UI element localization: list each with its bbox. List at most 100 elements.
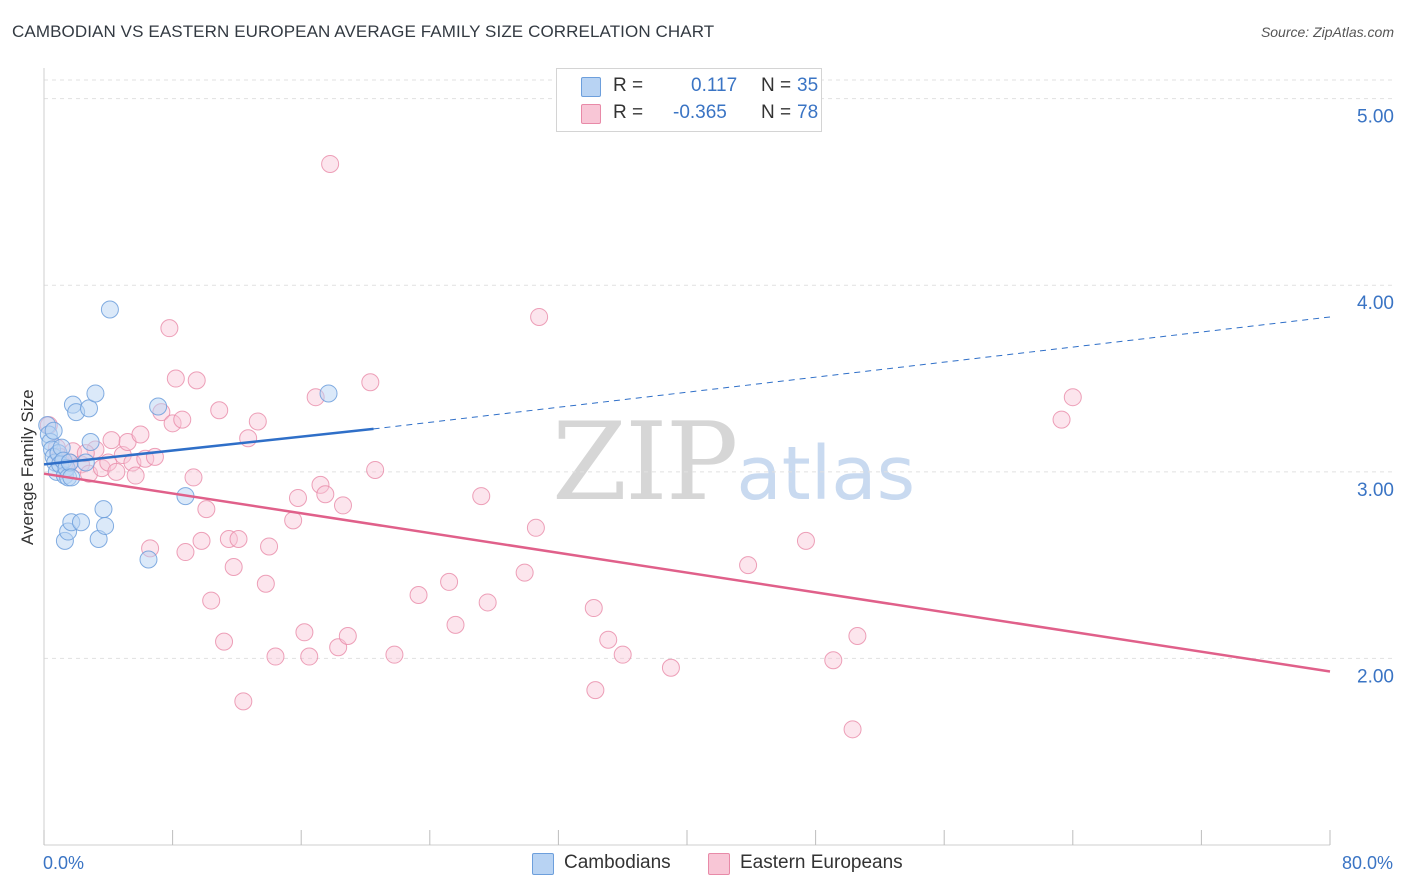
eastern-europeans-point (215, 632, 234, 651)
watermark-zip: ZIP (552, 400, 738, 525)
eastern-europeans-point (284, 511, 303, 530)
eastern-europeans-point (1063, 388, 1082, 407)
legend-n-label: N = (761, 75, 792, 96)
eastern-europeans-point (472, 487, 491, 506)
eastern-europeans-point (234, 692, 253, 711)
eastern-europeans-point (295, 623, 314, 642)
eastern-europeans-point (288, 488, 307, 507)
cambodians-point (86, 384, 105, 403)
eastern-europeans-point (796, 531, 815, 550)
eastern-europeans-point (1052, 410, 1071, 429)
correlation-legend: R = 0.117 N = 35 R = -0.365 N = 78 (556, 68, 822, 132)
eastern-europeans-point (440, 572, 459, 591)
y-tick-label: 4.00 (1357, 293, 1394, 314)
eastern-europeans-point (526, 518, 545, 537)
legend-n-value: 78 (797, 102, 819, 123)
eastern-europeans-point (515, 563, 534, 582)
zipatlas-watermark: ZIPatlas (552, 400, 915, 525)
eastern-europeans-point (266, 647, 285, 666)
eastern-europeans-point (321, 154, 340, 173)
legend-n-label: N = (761, 102, 792, 123)
y-axis-label: Average Family Size (18, 389, 37, 545)
cambodians-point (100, 300, 119, 319)
legend-r-label: R = (613, 75, 644, 96)
grid-lines (44, 79, 1394, 659)
legend-r-value: -0.365 (673, 102, 727, 123)
eastern-europeans-point (848, 627, 867, 646)
legend-n-value: 35 (797, 75, 819, 96)
eastern-europeans-point (107, 462, 126, 481)
eastern-europeans-point (584, 599, 603, 618)
eastern-europeans-points (39, 154, 1082, 739)
cambodians-point (149, 397, 168, 416)
cambodians-point (71, 513, 90, 532)
bottom-legend-label: Eastern Europeans (740, 852, 903, 873)
eastern-europeans-point (160, 319, 179, 338)
eastern-europeans-point (843, 720, 862, 739)
eastern-europeans-point (586, 681, 605, 700)
y-tick-label: 5.00 (1357, 107, 1394, 128)
chart-title: CAMBODIAN VS EASTERN EUROPEAN AVERAGE FA… (12, 22, 715, 41)
y-tick-label: 2.00 (1357, 666, 1394, 687)
eastern-europeans-point (197, 500, 216, 519)
cambodians-point (81, 432, 100, 451)
eastern-europeans-point (316, 485, 335, 504)
eastern-europeans-point (446, 615, 465, 634)
eastern-europeans-point (173, 410, 192, 429)
source-credit: Source: ZipAtlas.com (1260, 24, 1394, 40)
eastern-europeans-point (184, 468, 203, 487)
eastern-europeans-point (300, 647, 319, 666)
eastern-europeans-point (126, 466, 145, 485)
eastern-europeans-point (478, 593, 497, 612)
bottom-legend-label: Cambodians (564, 852, 671, 873)
eastern-europeans-point (366, 460, 385, 479)
eastern-europeans-point (229, 530, 248, 548)
cambodians-swatch (581, 77, 601, 97)
eastern-europeans-point (256, 574, 275, 593)
axes (43, 68, 1331, 846)
eastern-europeans-swatch (708, 853, 730, 875)
eastern-europeans-point (361, 373, 380, 392)
cambodians-point (96, 516, 115, 535)
cambodians-points (38, 300, 338, 569)
watermark-atlas: atlas (736, 431, 916, 517)
x-tick-label: 0.0% (43, 853, 84, 873)
cambodians-point (139, 550, 158, 569)
eastern-europeans-point (385, 645, 404, 664)
legend-r-value: 0.117 (691, 75, 738, 96)
eastern-europeans-point (248, 412, 267, 431)
eastern-europeans-point (187, 371, 206, 390)
eastern-europeans-point (613, 645, 632, 664)
eastern-europeans-point (202, 591, 221, 610)
legend-r-label: R = (613, 102, 644, 123)
cambodians-swatch (532, 853, 554, 875)
trend-lines (43, 316, 1331, 673)
eastern-europeans-point (599, 630, 618, 649)
eastern-europeans-point (224, 557, 243, 576)
eastern-europeans-point (219, 530, 238, 548)
cambodians-trend-extension (373, 316, 1331, 430)
eastern-europeans-point (260, 537, 279, 556)
tick-labels: 2.00 3.00 4.00 5.00 0.0% 80.0% (43, 107, 1394, 873)
eastern-europeans-point (192, 531, 211, 550)
eastern-europeans-point (210, 401, 229, 420)
eastern-europeans-point (166, 369, 185, 388)
cambodians-trend-line (43, 427, 374, 466)
eastern-europeans-swatch (581, 104, 601, 124)
eastern-europeans-point (530, 307, 549, 326)
y-tick-label: 3.00 (1357, 480, 1394, 501)
eastern-europeans-point (661, 658, 680, 677)
eastern-europeans-point (131, 425, 150, 444)
eastern-europeans-point (409, 585, 428, 604)
cambodians-point (319, 384, 338, 403)
eastern-europeans-point (311, 475, 330, 494)
eastern-europeans-point (176, 543, 195, 562)
cambodians-point (80, 399, 99, 418)
cambodians-point (44, 421, 63, 440)
eastern-europeans-point (333, 496, 352, 515)
eastern-europeans-point (824, 651, 843, 670)
cambodians-point (76, 453, 95, 472)
eastern-europeans-point (163, 414, 182, 433)
x-tick-label: 80.0% (1342, 853, 1393, 873)
